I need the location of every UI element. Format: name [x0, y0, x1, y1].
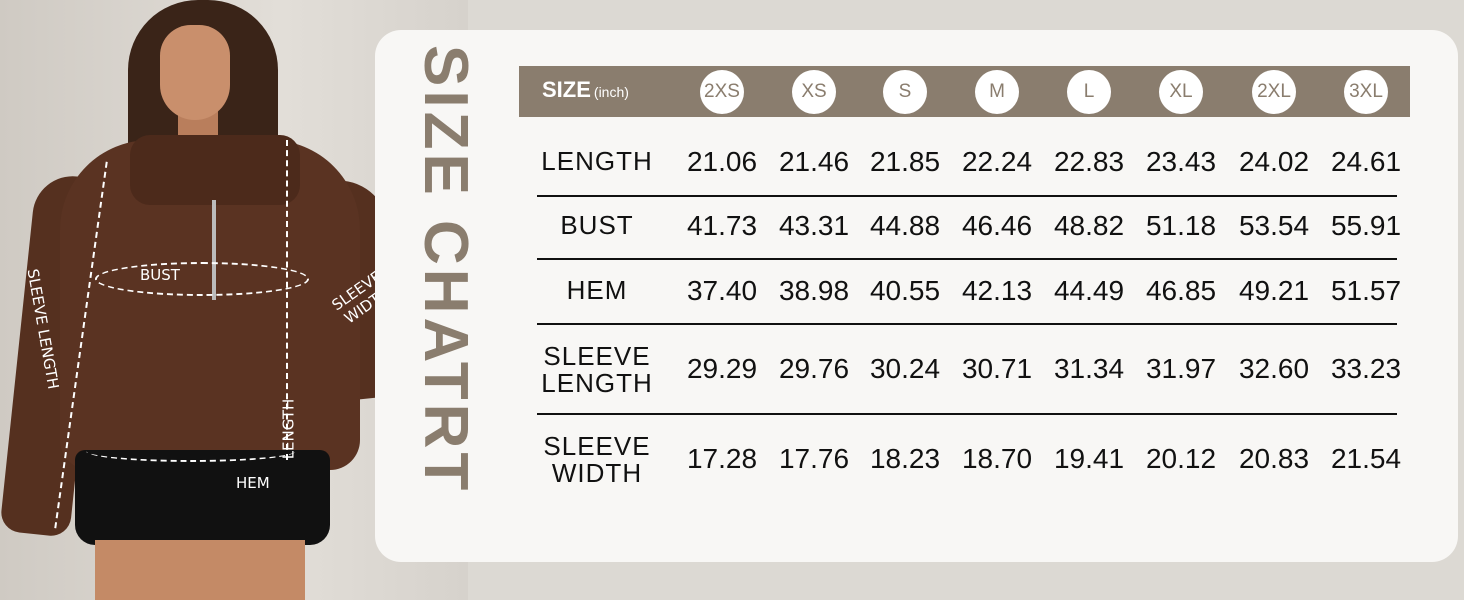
bust-label: BUST: [140, 266, 180, 284]
row-divider: [537, 323, 1397, 325]
table-cell: 22.83: [1053, 146, 1125, 177]
table-cell: 32.60: [1238, 353, 1310, 384]
size-header-2xs: 2XS: [700, 70, 744, 114]
table-cell: 23.43: [1145, 146, 1217, 177]
table-cell: 48.82: [1053, 210, 1125, 241]
zipper: [212, 200, 216, 300]
table-cell: 51.57: [1330, 275, 1402, 306]
size-header-2xl: 2XL: [1252, 70, 1296, 114]
table-cell: 53.54: [1238, 210, 1310, 241]
row-label: BUST: [560, 210, 634, 240]
row-divider: [537, 258, 1397, 260]
size-header-m: M: [975, 70, 1019, 114]
table-cell: 33.23: [1330, 353, 1402, 384]
table-cell: 44.49: [1053, 275, 1125, 306]
table-cell: 31.97: [1145, 353, 1217, 384]
row-label: LENGTH: [541, 146, 653, 176]
table-cell: 40.55: [869, 275, 941, 306]
chart-title: SIZE CHATRT: [411, 45, 480, 495]
table-cell: 22.24: [961, 146, 1033, 177]
table-cell: 21.46: [778, 146, 850, 177]
row-divider: [537, 195, 1397, 197]
length-label: LENGTH: [279, 398, 298, 460]
table-cell: 21.06: [686, 146, 758, 177]
sweatshirt-collar: [130, 135, 300, 205]
header-unit: (inch): [593, 84, 629, 100]
table-cell: 46.85: [1145, 275, 1217, 306]
table-cell: 51.18: [1145, 210, 1217, 241]
table-cell: 30.71: [961, 353, 1033, 384]
size-header-l: L: [1067, 70, 1111, 114]
table-cell: 29.29: [686, 353, 758, 384]
header-size-label: SIZE (inch): [542, 77, 629, 102]
table-cell: 43.31: [778, 210, 850, 241]
bust-measure-line: [95, 262, 309, 296]
row-label: HEM: [566, 275, 628, 305]
table-cell: 18.23: [869, 443, 941, 474]
table-cell: 18.70: [961, 443, 1033, 474]
table-cell: 20.83: [1238, 443, 1310, 474]
table-cell: 31.34: [1053, 353, 1125, 384]
hem-label: HEM: [236, 474, 270, 492]
table-cell: 19.41: [1053, 443, 1125, 474]
table-cell: 30.24: [869, 353, 941, 384]
table-cell: 20.12: [1145, 443, 1217, 474]
size-chart-card: [375, 30, 1458, 562]
hem-measure-line: [86, 440, 296, 462]
table-cell: 44.88: [869, 210, 941, 241]
table-cell: 46.46: [961, 210, 1033, 241]
table-cell: 41.73: [686, 210, 758, 241]
shorts: [75, 450, 330, 545]
table-cell: 17.76: [778, 443, 850, 474]
size-header-s: S: [883, 70, 927, 114]
size-header-xs: XS: [792, 70, 836, 114]
row-label: SLEEVE WIDTH: [543, 431, 651, 488]
model-legs: [95, 540, 305, 600]
model-face: [160, 25, 230, 120]
table-cell: 49.21: [1238, 275, 1310, 306]
table-cell: 38.98: [778, 275, 850, 306]
size-header-3xl: 3XL: [1344, 70, 1388, 114]
size-header-xl: XL: [1159, 70, 1203, 114]
table-cell: 21.85: [869, 146, 941, 177]
table-cell: 55.91: [1330, 210, 1402, 241]
table-cell: 37.40: [686, 275, 758, 306]
table-cell: 21.54: [1330, 443, 1402, 474]
row-label: SLEEVE LENGTH: [541, 341, 653, 398]
table-cell: 42.13: [961, 275, 1033, 306]
row-divider: [537, 413, 1397, 415]
length-measure-line: [286, 140, 288, 460]
table-cell: 29.76: [778, 353, 850, 384]
table-cell: 17.28: [686, 443, 758, 474]
table-cell: 24.02: [1238, 146, 1310, 177]
table-cell: 24.61: [1330, 146, 1402, 177]
